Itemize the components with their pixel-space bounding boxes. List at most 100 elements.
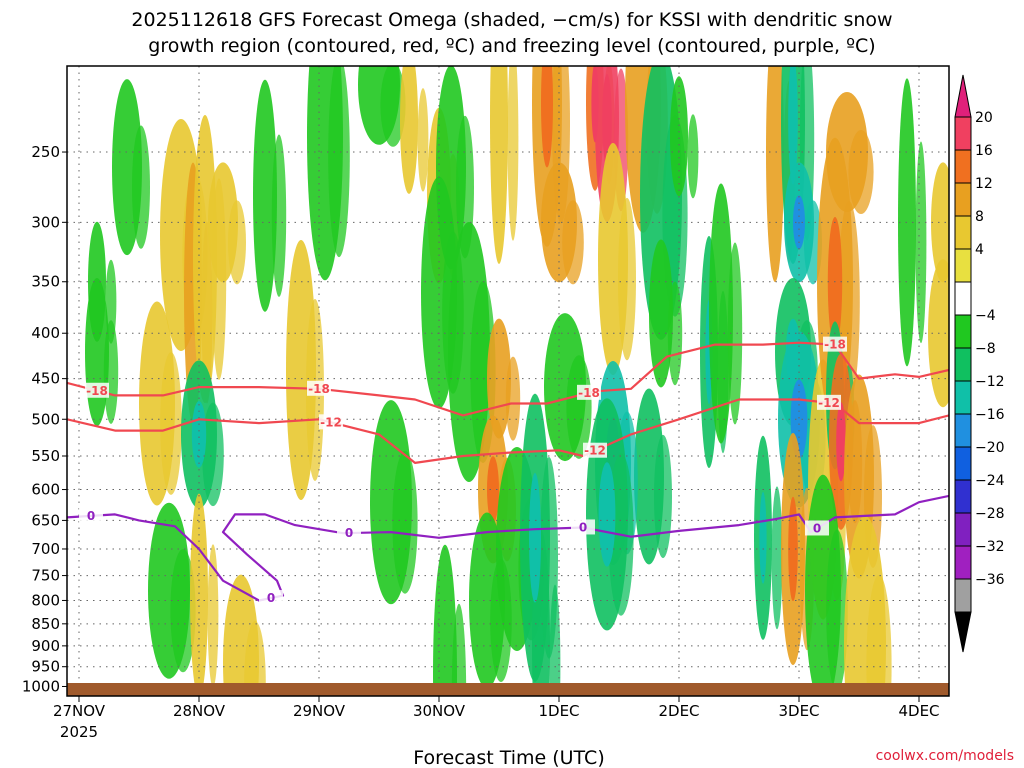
omega-cell <box>915 141 927 344</box>
colorbar-label: −24 <box>975 473 1005 489</box>
y-tick-label: 550 <box>31 447 60 465</box>
contour-label-bg <box>583 442 607 458</box>
temperature-contours: -18 -18 -18 -18 -12 -12 -12 0 0 0 0 0 <box>67 336 949 606</box>
y-tick-label: 500 <box>31 410 60 428</box>
omega-cell <box>202 402 224 507</box>
colorbar-label: 12 <box>975 176 993 192</box>
omega-cell <box>709 183 733 444</box>
x-tick-label: 27NOV <box>53 702 106 720</box>
x-axis-title: Forecast Time (UTC) <box>413 747 604 768</box>
contour-label: 0 <box>579 520 587 534</box>
contour-label-bg <box>259 590 283 606</box>
omega-cell <box>654 434 672 559</box>
contour-label: -18 <box>308 382 330 396</box>
colorbar-label: 4 <box>975 242 984 258</box>
chart-title-line-1: 2025112618 GFS Forecast Omega (shaded, −… <box>131 9 892 31</box>
contour-label-bg <box>337 525 361 541</box>
contour-label-bg <box>817 394 841 410</box>
y-tick-label: 450 <box>31 370 60 388</box>
colorbar-box <box>954 149 972 184</box>
omega-cell <box>687 114 699 199</box>
contour-label-bg <box>307 380 331 396</box>
y-tick-label: 600 <box>31 481 60 499</box>
credit-link[interactable]: coolwx.com/models <box>876 748 1014 764</box>
omega-cell <box>328 66 350 258</box>
contour-label: -12 <box>584 444 606 458</box>
omega-cell <box>507 66 519 241</box>
contour-label-bg <box>79 507 103 523</box>
colorbar-box <box>954 413 972 448</box>
omega-cell <box>766 66 784 282</box>
colorbar-box <box>954 479 972 514</box>
omega-cell <box>132 125 150 249</box>
omega-cell <box>207 544 219 688</box>
contour-label-bg <box>577 384 601 400</box>
colorbar-box <box>954 281 972 316</box>
colorbar-label: −28 <box>975 506 1005 522</box>
contour-label-bg <box>805 520 829 536</box>
omega-core <box>598 462 616 567</box>
contour-label-bg <box>319 414 343 430</box>
contour-label: -18 <box>578 386 600 400</box>
colorbar-box <box>954 446 972 481</box>
y-axis-pressure: 250 300 350 400 450 500 550 600 650 700 750 800 850 9… <box>22 143 67 695</box>
omega-cell <box>826 529 848 692</box>
y-tick-label: 350 <box>31 273 60 291</box>
x-tick-label: 1DEC <box>538 702 579 720</box>
contour-label: -12 <box>320 415 342 429</box>
omega-cell <box>618 197 636 361</box>
colorbar-box <box>954 182 972 217</box>
plot-frame <box>66 65 950 697</box>
omega-cell <box>470 281 496 464</box>
omega-cell <box>771 486 783 630</box>
x-year-label: 2025 <box>60 723 98 741</box>
colorbar-label: −12 <box>975 374 1005 390</box>
chart-title-line-2: growth region (contoured, red, ºC) and f… <box>148 35 875 57</box>
y-tick-label: 850 <box>31 615 60 633</box>
y-tick-label: 300 <box>31 213 60 231</box>
contour-label-bg <box>85 382 109 398</box>
omega-cell <box>105 259 117 344</box>
omega-cell <box>505 356 521 441</box>
colorbar: 20 16 12 8 4 −4 −8 −12 −16 −20 −24 −28 −32 −36 <box>954 74 1005 653</box>
colorbar-box <box>954 545 972 580</box>
colorbar-label: −16 <box>975 407 1005 423</box>
omega-cell <box>562 200 584 285</box>
omega-cell <box>866 574 892 696</box>
omega-core <box>541 66 553 168</box>
colorbar-box <box>954 380 972 415</box>
x-tick-label: 28NOV <box>173 702 226 720</box>
omega-cell <box>667 281 683 386</box>
x-tick-label: 30NOV <box>413 702 466 720</box>
omega-cell <box>670 76 688 197</box>
contour-label: 0 <box>267 591 275 605</box>
omega-core <box>788 66 798 185</box>
x-tick-label: 3DEC <box>778 702 819 720</box>
y-tick-label: 900 <box>31 637 60 655</box>
colorbar-box <box>954 578 972 613</box>
omega-cell <box>727 242 743 425</box>
contour-line <box>67 341 949 417</box>
y-tick-label: 1000 <box>22 677 60 695</box>
grid-lines <box>67 66 949 696</box>
omega-cell <box>931 162 949 283</box>
omega-cell <box>540 456 558 659</box>
colorbar-label: −32 <box>975 539 1005 555</box>
omega-core <box>759 491 767 584</box>
contour-label: -12 <box>818 396 840 410</box>
omega-cell <box>451 603 467 696</box>
x-tick-label: 29NOV <box>293 702 346 720</box>
colorbar-box <box>954 347 972 382</box>
omega-cell <box>228 200 246 285</box>
omega-cell <box>160 352 182 495</box>
y-tick-label: 650 <box>31 511 60 529</box>
omega-cell <box>649 239 673 388</box>
colorbar-label: 16 <box>975 143 993 159</box>
omega-core <box>602 73 612 166</box>
y-tick-label: 250 <box>31 143 60 161</box>
colorbar-label: −4 <box>975 308 996 324</box>
omega-cell <box>490 66 508 264</box>
contour-label: 0 <box>345 526 353 540</box>
omega-cell <box>244 621 266 696</box>
omega-core <box>529 472 541 603</box>
